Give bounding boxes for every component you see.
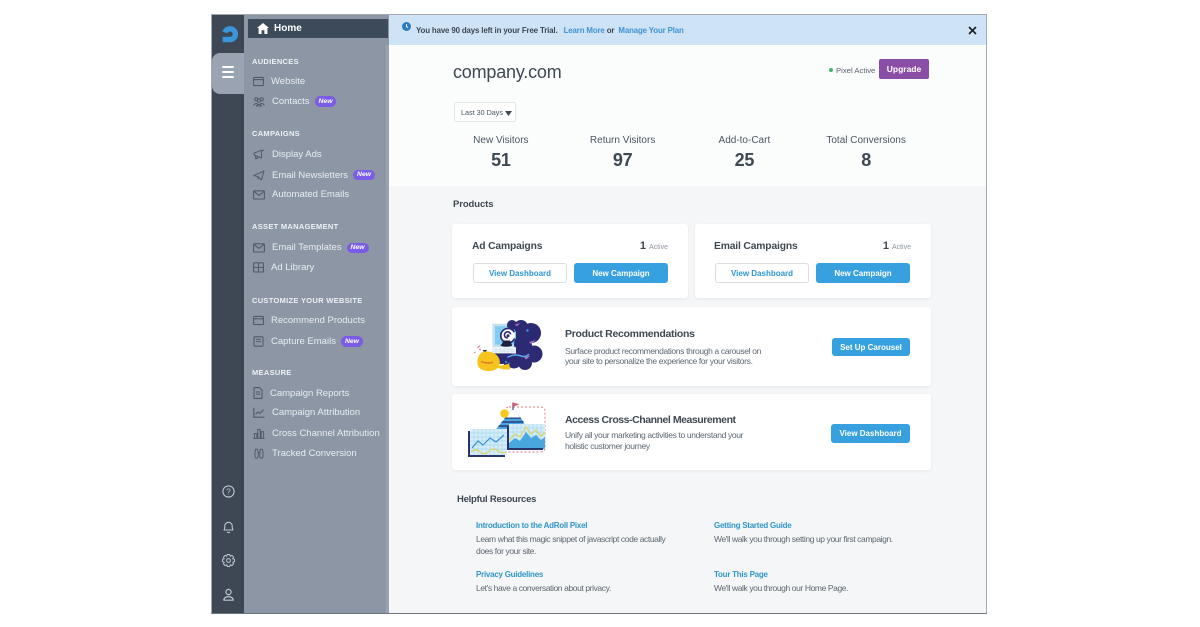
svg-text:?: ? xyxy=(226,487,231,496)
